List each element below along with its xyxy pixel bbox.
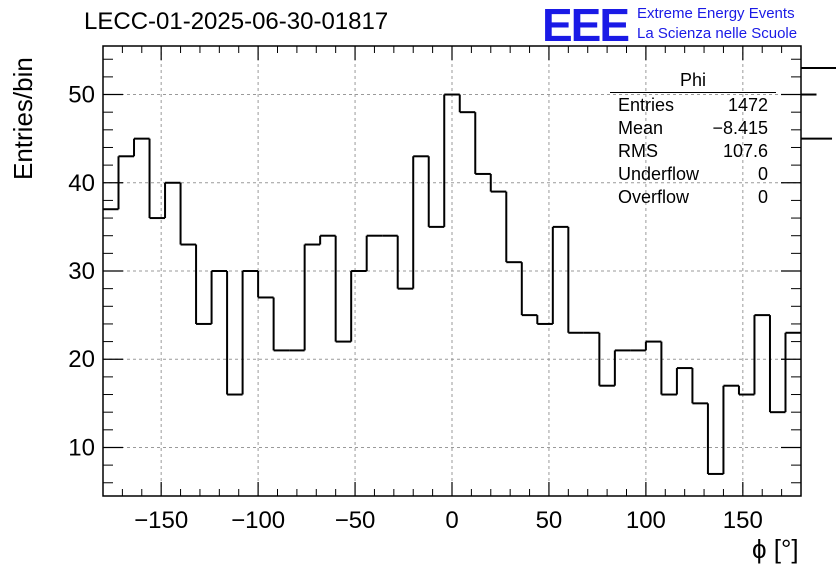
stats-row-entries: Entries 1472 (610, 95, 776, 118)
x-axis-label: ϕ [°] (752, 534, 799, 564)
stats-value: 107.6 (722, 141, 768, 161)
x-tick-label: −50 (335, 507, 376, 534)
chart-title: LECC-01-2025-06-30-01817 (84, 8, 389, 35)
x-tick-labels: −150 −100 −50 0 50 100 150 (134, 507, 763, 534)
x-tick-label: 0 (445, 507, 458, 534)
logo-caption-line1: Extreme Energy Events (637, 5, 795, 22)
stats-title: Phi (610, 70, 776, 93)
histogram-line (103, 67, 836, 475)
stats-key: Underflow (618, 164, 700, 184)
eee-logo: EEE (542, 0, 630, 51)
stats-row-rms: RMS 107.6 (610, 141, 776, 164)
y-tick-label: 40 (68, 170, 95, 197)
stats-value: 0 (757, 187, 768, 207)
stats-row-mean: Mean −8.415 (610, 118, 776, 141)
y-tick-label: 30 (68, 258, 95, 285)
stats-key: Overflow (618, 187, 690, 207)
y-tick-label: 50 (68, 82, 95, 109)
y-axis-label: Entries/bin (8, 57, 38, 180)
stats-key: RMS (618, 141, 658, 161)
stats-box: Phi Entries 1472 Mean −8.415 RMS 107.6 U… (610, 70, 776, 210)
x-tick-label: −100 (231, 507, 285, 534)
x-tick-label: 150 (723, 507, 763, 534)
stats-value: 0 (757, 164, 768, 184)
stats-row-overflow: Overflow 0 (610, 187, 776, 210)
x-tick-label: −150 (134, 507, 188, 534)
y-tick-label: 10 (68, 434, 95, 461)
axis-ticks (103, 46, 801, 496)
stats-value: 1472 (727, 95, 768, 115)
y-tick-label: 20 (68, 346, 95, 373)
stats-key: Entries (618, 95, 675, 115)
stats-key: Mean (618, 118, 664, 138)
x-tick-label: 50 (536, 507, 563, 534)
logo-caption-line2: La Scienza nelle Scuole (637, 25, 798, 42)
stats-value: −8.415 (712, 118, 768, 138)
y-tick-labels: 10 20 30 40 50 (68, 82, 95, 462)
logo-caption: Extreme Energy Events La Scienza nelle S… (637, 4, 797, 44)
x-tick-label: 100 (626, 507, 666, 534)
stats-row-underflow: Underflow 0 (610, 164, 776, 187)
